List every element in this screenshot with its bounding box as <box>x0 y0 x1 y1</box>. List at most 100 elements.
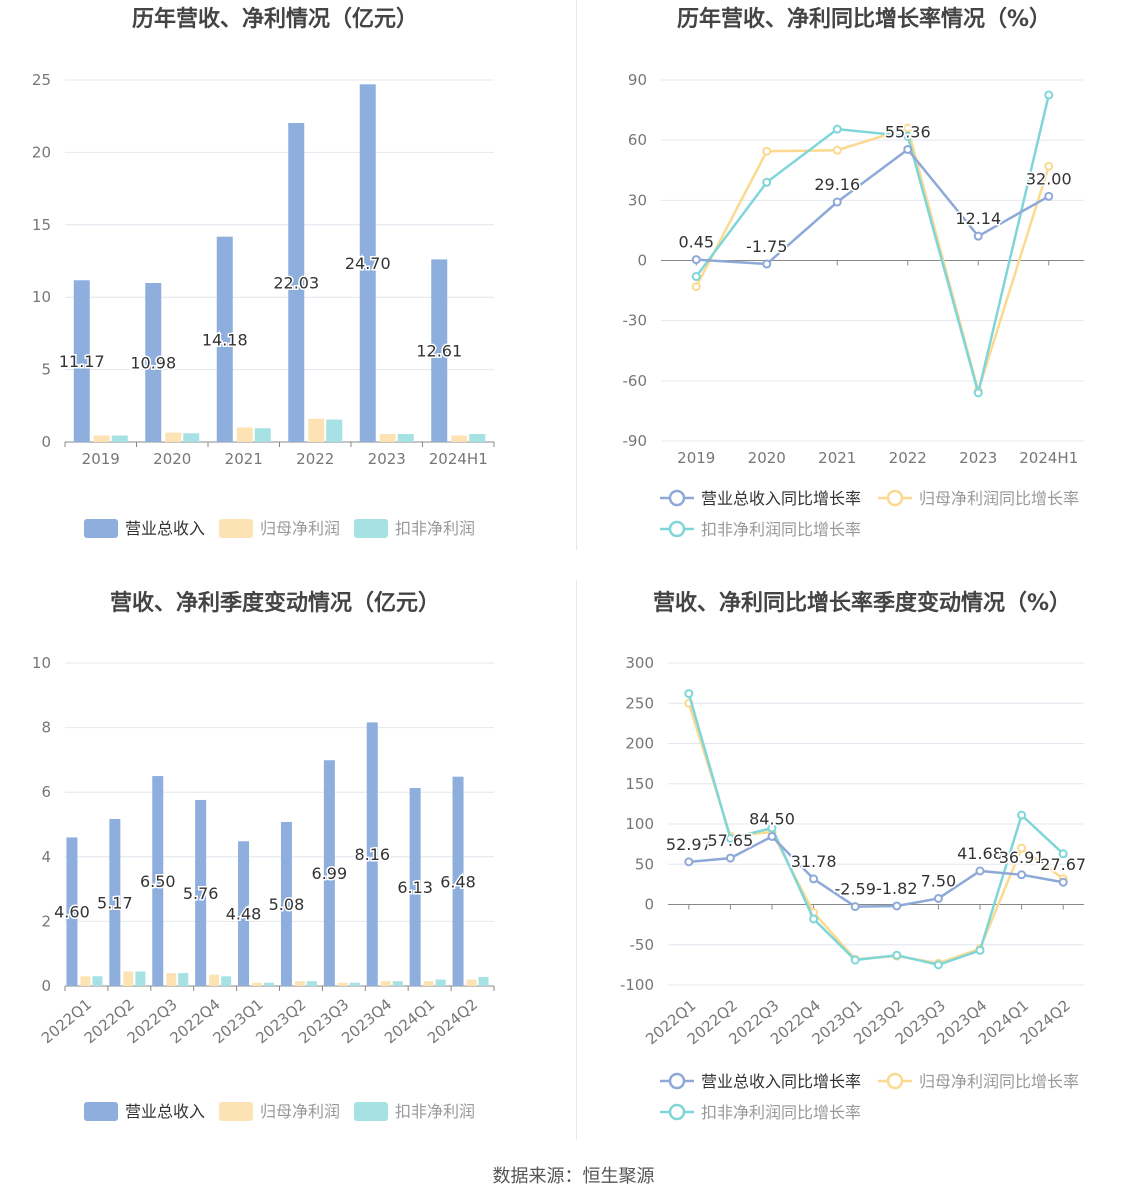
bar <box>254 428 271 442</box>
data-label: 4.48 <box>226 905 262 924</box>
data-label: 8.16 <box>354 845 390 864</box>
bar <box>435 979 446 986</box>
data-point <box>725 833 735 843</box>
x-tick-label: 2022 <box>296 450 334 468</box>
data-label: 14.18 <box>202 330 248 349</box>
y-tick-label: -90 <box>623 432 648 450</box>
y-tick-label: -100 <box>620 976 654 994</box>
data-point <box>850 902 860 912</box>
data-label: 31.78 <box>791 852 837 871</box>
legend-label: 扣非净利润 <box>395 519 475 538</box>
legend-label: 归母净利润同比增长率 <box>919 1072 1079 1091</box>
data-point <box>762 146 772 156</box>
data-point <box>973 231 983 241</box>
legend-label: 扣非净利润同比增长率 <box>701 520 861 539</box>
data-point <box>832 124 842 134</box>
bar <box>380 981 391 986</box>
data-point <box>975 945 985 955</box>
y-tick-label: 60 <box>628 131 647 149</box>
data-label: 6.48 <box>440 872 476 891</box>
data-label: 0.45 <box>678 233 714 252</box>
bar <box>66 837 78 986</box>
bar <box>423 981 434 986</box>
chart-title: 营收、净利季度变动情况（亿元） <box>110 590 440 616</box>
x-tick-label: 2020 <box>748 449 786 467</box>
legend-label: 归母净利润同比增长率 <box>919 489 1079 508</box>
data-point <box>975 866 985 876</box>
x-tick-label: 2022 <box>889 449 927 467</box>
data-label: 5.76 <box>183 884 219 903</box>
x-tick-label: 2021 <box>225 450 263 468</box>
bar <box>109 819 121 986</box>
data-label: 27.67 <box>1040 855 1086 874</box>
legend-swatch <box>84 1102 118 1121</box>
legend-label: 营业总收入同比增长率 <box>701 1072 861 1091</box>
x-tick-label: 2021 <box>818 449 856 467</box>
legend-swatch <box>219 519 253 538</box>
legend-swatch <box>84 519 118 538</box>
vertical-divider-top <box>576 0 577 550</box>
data-point <box>903 131 913 141</box>
legend-label: 归母净利润 <box>260 1102 340 1121</box>
data-label: 7.50 <box>921 871 957 890</box>
bar <box>166 973 177 986</box>
bar <box>478 976 489 986</box>
legend-swatch-marker <box>668 489 686 507</box>
y-tick-label: -30 <box>623 312 648 330</box>
chart-title: 营收、净利同比增长率季度变动情况（%） <box>653 590 1071 616</box>
bar <box>323 760 335 986</box>
data-point <box>809 874 819 884</box>
bar <box>73 280 90 442</box>
y-tick-label: 15 <box>32 216 51 234</box>
bar <box>152 776 164 986</box>
bar <box>359 84 376 443</box>
data-point <box>850 955 860 965</box>
data-label: 22.03 <box>273 274 319 293</box>
bar <box>397 434 414 442</box>
data-point <box>767 823 777 833</box>
x-tick-label: 2019 <box>82 450 120 468</box>
y-tick-label: 0 <box>644 896 654 914</box>
data-point <box>725 853 735 863</box>
data-point <box>691 272 701 282</box>
data-point <box>933 893 943 903</box>
data-point <box>762 259 772 269</box>
data-label: 11.17 <box>59 352 105 371</box>
x-tick-label: 2023 <box>368 450 406 468</box>
data-point <box>684 857 694 867</box>
legend-swatch <box>219 1102 253 1121</box>
legend-swatch <box>354 1102 388 1121</box>
y-tick-label: 2 <box>41 912 51 930</box>
bar <box>209 974 220 986</box>
bar <box>221 976 232 986</box>
y-tick-label: -60 <box>623 372 648 390</box>
data-label: -2.59 <box>834 880 875 899</box>
data-point <box>1017 870 1027 880</box>
data-point <box>691 282 701 292</box>
y-tick-label: 0 <box>41 433 51 451</box>
legend-swatch-marker <box>668 1103 686 1121</box>
bar <box>409 788 421 986</box>
bar <box>294 981 305 986</box>
y-tick-label: 0 <box>637 252 647 270</box>
data-point <box>1058 849 1068 859</box>
data-label: 5.17 <box>97 894 133 913</box>
vertical-divider-bottom <box>576 580 577 1140</box>
bar <box>123 971 134 986</box>
bar <box>466 979 477 986</box>
legend-label: 扣非净利润同比增长率 <box>701 1103 861 1122</box>
bar <box>236 427 253 442</box>
y-tick-label: 0 <box>41 977 51 995</box>
annual-growth-rate-line-chart: 历年营收、净利同比增长率情况（%） -90 -60 -30 0 30 60 90 2019 202… <box>623 6 1084 539</box>
legend-swatch-marker <box>886 1072 904 1090</box>
data-label: 6.50 <box>140 872 176 891</box>
bar <box>252 982 263 986</box>
data-label: 12.61 <box>416 342 462 361</box>
series-line <box>687 693 1065 967</box>
bar <box>183 433 200 442</box>
data-point <box>892 950 902 960</box>
data-point <box>933 960 943 970</box>
data-point <box>832 197 842 207</box>
data-label: 57.65 <box>707 831 753 850</box>
data-label: 84.50 <box>749 809 795 828</box>
